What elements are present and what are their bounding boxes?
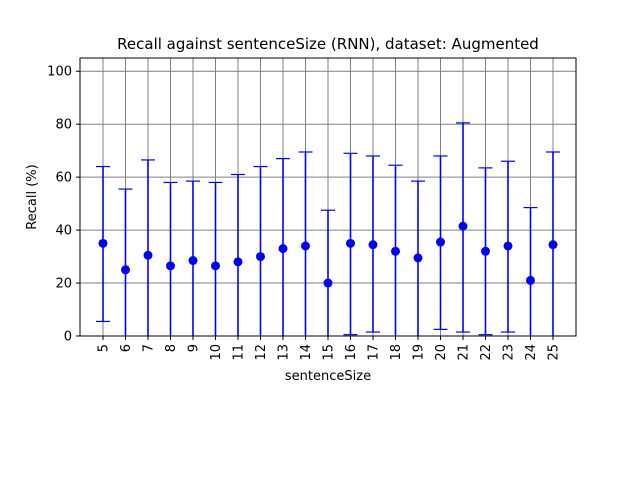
data-point [391, 246, 400, 256]
data-point [368, 240, 378, 250]
y-tick-label: 0 [64, 330, 72, 345]
data-point [346, 238, 355, 248]
data-point [98, 238, 108, 248]
x-tick-label: 8 [164, 344, 179, 352]
x-tick-label: 24 [524, 344, 539, 361]
data-point [166, 261, 175, 271]
data-point [458, 221, 468, 231]
data-point [323, 278, 333, 288]
data-point [413, 253, 423, 263]
y-axis-label: Recall (%) [25, 164, 40, 229]
x-tick-label: 18 [389, 344, 404, 361]
data-point [436, 237, 445, 247]
axes: 5 6 7 8 9 10 11 12 13 14 15 16 17 18 19 20 21 22 23 24 25 0 20… [47, 65, 561, 361]
data-point [121, 265, 130, 275]
data-point [256, 252, 265, 262]
x-tick-label: 12 [254, 344, 269, 361]
y-tick-label: 20 [55, 277, 72, 292]
x-tick-label: 22 [479, 344, 494, 361]
x-tick-label: 14 [299, 344, 314, 361]
chart-title: Recall against sentenceSize (RNN), datas… [117, 35, 539, 53]
data-point [143, 250, 153, 260]
data-point [481, 246, 490, 256]
x-tick-label: 6 [119, 344, 134, 352]
x-tick-label: 25 [547, 344, 562, 361]
data-point [233, 257, 243, 267]
x-tick-label: 10 [209, 344, 224, 361]
x-tick-label: 17 [367, 344, 382, 361]
y-tick-label: 80 [55, 118, 72, 133]
x-tick-label: 7 [142, 344, 157, 352]
x-tick-label: 13 [277, 344, 292, 361]
y-tick-label: 60 [55, 171, 72, 186]
x-tick-label: 19 [412, 344, 427, 361]
data-series [96, 122, 560, 336]
x-tick-label: 23 [502, 344, 517, 361]
x-tick-label: 15 [322, 344, 337, 361]
data-point [278, 244, 288, 254]
data-point [526, 275, 535, 285]
x-tick-label: 21 [457, 344, 472, 361]
y-tick-label: 40 [55, 224, 72, 239]
data-point [548, 240, 558, 250]
x-tick-label: 16 [344, 344, 359, 361]
y-tick-label: 100 [47, 65, 72, 80]
x-tick-label: 5 [97, 344, 112, 352]
x-tick-label: 11 [232, 344, 247, 361]
x-axis-label: sentenceSize [285, 369, 371, 384]
x-tick-label: 9 [187, 344, 202, 352]
data-point [301, 241, 310, 251]
data-point [211, 261, 220, 271]
data-point [503, 241, 513, 251]
x-tick-label: 20 [434, 344, 449, 361]
data-point [188, 256, 198, 266]
